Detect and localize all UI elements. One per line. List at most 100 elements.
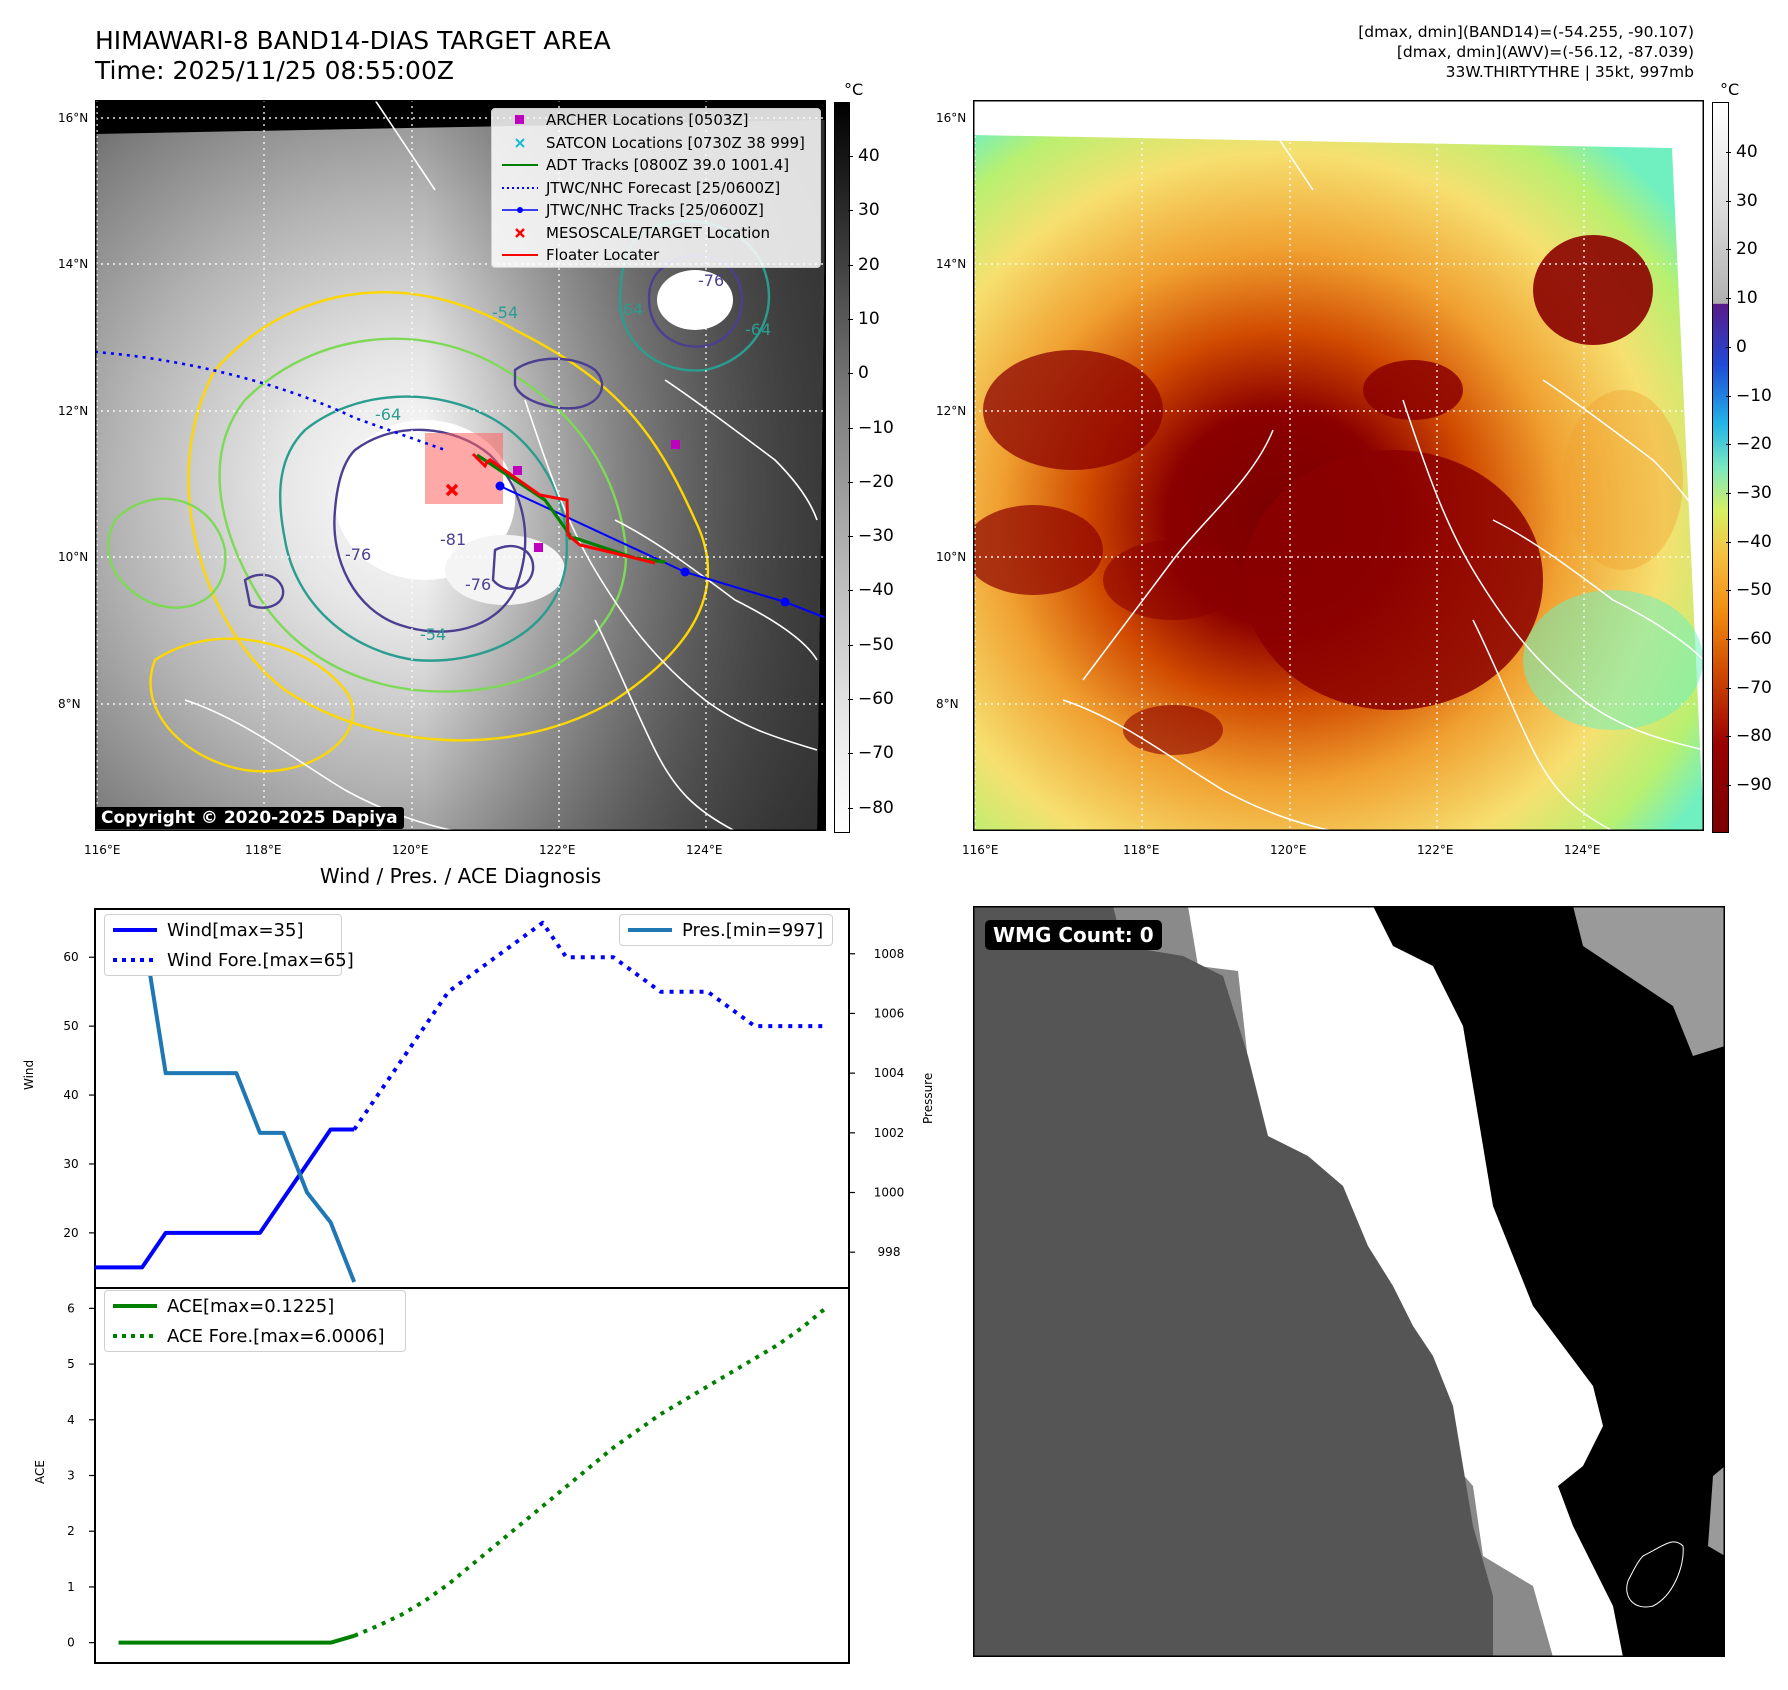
colorbar-tick-label: 30: [1736, 190, 1758, 211]
dotted-line-icon: [500, 185, 540, 191]
legend-label: ACE[max=0.1225]: [167, 1295, 335, 1317]
title-line2: Time: 2025/11/25 08:55:00Z: [95, 56, 454, 85]
y-tick-label: 60: [63, 950, 78, 964]
wind-legend: Wind[max=35] Wind Fore.[max=65]: [104, 914, 354, 976]
legend-label: MESOSCALE/TARGET Location: [546, 223, 771, 242]
line-marker-icon: [628, 927, 672, 933]
wmg-count-label: WMG Count: 0: [985, 920, 1162, 950]
colorbar-tick-mark: [848, 318, 853, 320]
lon-tick: 122°E: [1417, 843, 1454, 857]
colorbar-tick-label: 30: [858, 200, 880, 221]
legend-item-target: MESOSCALE/TARGET Location: [492, 222, 820, 245]
legend-label: Floater Locater: [546, 246, 660, 265]
dotted-line-icon: [113, 1333, 157, 1339]
contour-label: -64: [745, 320, 771, 339]
contour-label: -76: [698, 271, 724, 290]
legend-item-archer: ARCHER Locations [0503Z]: [492, 109, 820, 132]
line-marker-icon: [500, 162, 540, 168]
colorbar-tick-label: 10: [1736, 288, 1758, 309]
colorbar-tick-mark: [848, 644, 853, 646]
colorbar-tick-mark: [848, 481, 853, 483]
legend-item-ace-fore: ACE Fore.[max=6.0006]: [105, 1321, 405, 1351]
band14-colorbar-ticks: 40 30 20 10 0 −10 −20 −30 −40 −50 −60 −70 −80: [848, 102, 918, 831]
colorbar-tick-mark: [1726, 639, 1731, 640]
colorbar-tick-label: 0: [858, 363, 869, 384]
legend-label: JTWC/NHC Tracks [25/0600Z]: [546, 201, 764, 220]
colorbar-tick-mark: [848, 753, 853, 755]
contour-label: -76: [465, 575, 491, 594]
ace-legend: ACE[max=0.1225] ACE Fore.[max=6.0006]: [104, 1290, 406, 1352]
jtwc-track-point: [495, 481, 505, 491]
jtwc-forecast-track: [95, 350, 446, 452]
y-tick-label: 2: [67, 1524, 75, 1538]
legend-label: SATCON Locations [0730Z 38 999]: [546, 133, 805, 152]
lat-tick: 16°N: [58, 111, 89, 125]
colorbar-tick-mark: [1726, 785, 1731, 787]
contour-label: -76: [345, 545, 371, 564]
colorbar-tick-label: −80: [1736, 726, 1772, 747]
colorbar-tick-label: −40: [858, 580, 894, 601]
colorbar-tick-label: −90: [1736, 775, 1772, 796]
awv-colorbar-ticks: 40 30 20 10 0 −10 −20 −30 −40 −50 −60 −70 −80 −90: [1726, 102, 1786, 831]
target-location-marker: [445, 483, 459, 497]
lat-tick: 8°N: [58, 697, 81, 711]
colorbar-tick-mark: [1726, 152, 1731, 153]
contour-label: -64: [375, 405, 401, 424]
line-marker-icon: [113, 1303, 157, 1309]
y-tick-label: 50: [63, 1019, 78, 1033]
y-right-tick-label: 1002: [874, 1126, 905, 1140]
awv-map: [973, 100, 1704, 831]
x-marker-icon: [500, 138, 540, 148]
colorbar-tick-label: 0: [1736, 336, 1747, 357]
copyright-label: Copyright © 2020-2025 Dapiya: [95, 807, 404, 829]
colorbar-tick-mark: [1726, 395, 1731, 397]
colorbar-tick-label: −10: [1736, 385, 1772, 406]
pressure-axis-label: Pressure: [921, 1072, 935, 1124]
colorbar-tick-mark: [848, 536, 853, 538]
colorbar-tick-label: −60: [1736, 629, 1772, 649]
colorbar-tick-label: 10: [858, 308, 880, 329]
contour-label: -64: [617, 300, 643, 319]
archer-location: [513, 466, 522, 475]
series-line-wind: [95, 1127, 355, 1270]
colorbar-tick-label: 20: [1736, 239, 1758, 260]
colorbar-tick-label: −30: [1736, 482, 1772, 503]
lat-tick: 16°N: [936, 111, 967, 125]
y-right-tick-label: 1008: [874, 947, 905, 961]
colorbar-tick-label: −10: [858, 417, 894, 438]
y-right-tick-label: 1006: [874, 1006, 905, 1020]
y-tick-label: 40: [63, 1088, 78, 1102]
colorbar-tick-mark: [848, 373, 853, 375]
square-marker-icon: [500, 115, 540, 125]
lat-tick: 10°N: [58, 550, 89, 564]
legend-item-floater: Floater Locater: [492, 244, 820, 267]
line-marker-icon: [113, 927, 157, 933]
colorbar-tick-mark: [1726, 541, 1731, 543]
colorbar-unit: °C: [1720, 80, 1740, 99]
y-right-tick-label: 998: [878, 1245, 901, 1259]
lon-tick: 124°E: [686, 843, 723, 857]
lon-tick: 116°E: [84, 843, 121, 857]
colorbar-tick-label: −80: [858, 797, 894, 818]
band14-colorbar: [834, 102, 850, 833]
legend-label: JTWC/NHC Forecast [25/0600Z]: [546, 178, 781, 197]
colorbar-tick-mark: [1726, 736, 1731, 738]
line-marker-icon: [500, 252, 540, 258]
wind-axis-label: Wind: [22, 1059, 36, 1090]
colorbar-tick-label: −40: [1736, 531, 1772, 552]
y-tick-label: 1: [67, 1580, 75, 1594]
line-dot-icon: [500, 206, 540, 214]
map-legend: ARCHER Locations [0503Z] SATCON Location…: [491, 108, 821, 268]
colorbar-tick-label: 40: [858, 146, 880, 166]
colorbar-tick-mark: [848, 807, 853, 809]
jtwc-track-point: [780, 597, 790, 607]
series-line-ace: [118, 1633, 355, 1645]
colorbar-tick-mark: [1726, 590, 1731, 592]
archer-location: [534, 543, 543, 552]
legend-item-jtwc-forecast: JTWC/NHC Forecast [25/0600Z]: [492, 177, 820, 200]
info-line3: 33W.THIRTYTHRE | 35kt, 997mb: [1445, 63, 1694, 81]
colorbar-tick-label: 40: [1736, 142, 1758, 162]
info-line1: [dmax, dmin](BAND14)=(-54.255, -90.107): [1358, 23, 1694, 41]
pressure-legend: Pres.[min=997]: [619, 914, 833, 946]
lat-tick: 12°N: [58, 404, 89, 418]
